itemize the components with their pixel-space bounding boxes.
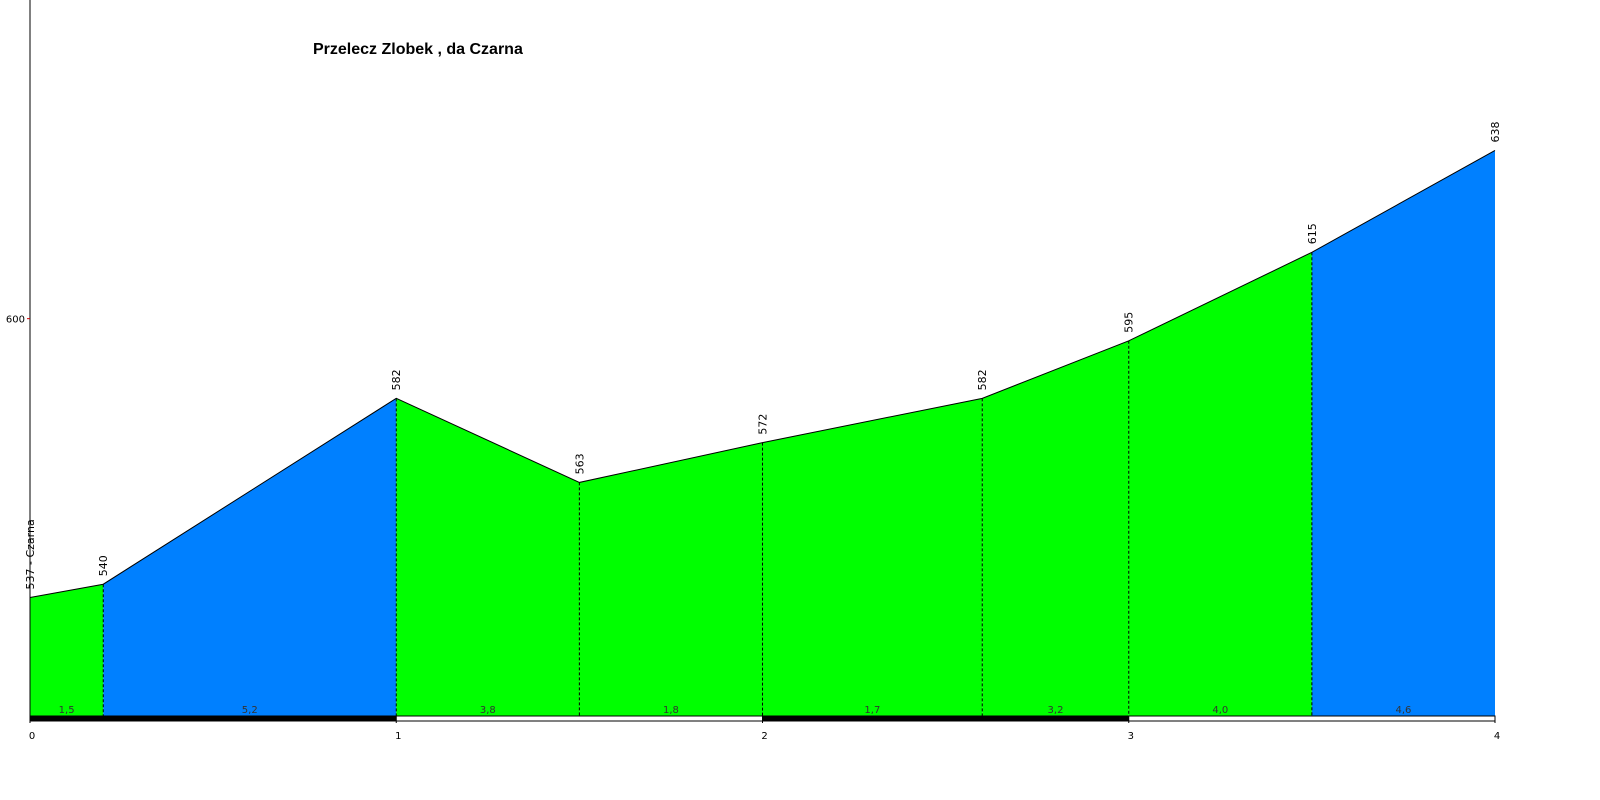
elevation-label: 572 [757,414,770,435]
gradient-label: 4,0 [1212,705,1228,716]
segment-area [579,442,763,717]
elevation-label: 540 [97,555,110,576]
gradient-label: 1,8 [663,705,679,716]
segment-area [396,398,580,717]
segment-area [103,398,397,717]
elevation-label: 638 [1489,121,1502,142]
km-band [395,715,763,722]
km-band [1128,715,1496,722]
segment-area [1311,150,1495,718]
elevation-label: 615 [1306,223,1319,244]
segment-area [762,398,983,717]
gradient-label: 4,6 [1395,705,1411,716]
gradient-label: 1,7 [864,705,880,716]
chart-title: Przelecz Zlobek , da Czarna [313,41,523,58]
gradient-label: 1,5 [59,705,75,716]
elevation-label: 563 [573,453,586,474]
gradient-label: 5,2 [242,705,258,716]
x-tick-label: 1 [395,731,401,742]
segment-area [1128,252,1312,717]
km-band [762,715,1130,722]
gradient-label: 3,2 [1048,705,1064,716]
elevation-label: 595 [1123,312,1136,333]
segment-area [30,584,104,717]
gradient-label: 3,8 [480,705,496,716]
x-tick-label: 2 [761,731,767,742]
km-band [29,715,397,722]
x-tick-label: 0 [29,731,35,742]
elevation-label: 582 [390,369,403,390]
profile-line [29,150,1496,598]
segment-area [982,340,1129,717]
elevation-label: 582 [976,369,989,390]
y-tick-label: 600 [6,315,25,326]
x-tick-label: 4 [1494,731,1500,742]
x-tick-label: 3 [1128,731,1134,742]
